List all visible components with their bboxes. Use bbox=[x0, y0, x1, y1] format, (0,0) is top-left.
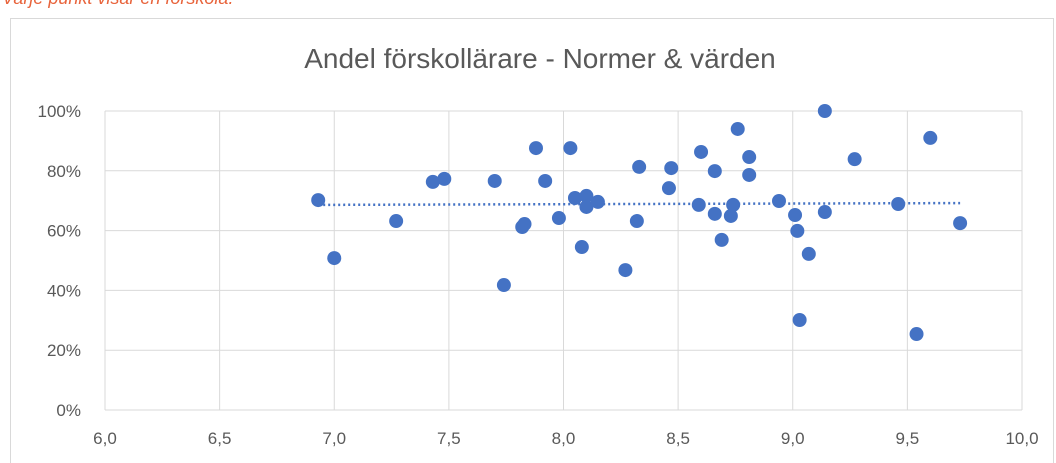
y-tick-label: 0% bbox=[56, 401, 81, 420]
point bbox=[517, 217, 532, 232]
chart-title: Andel förskollärare - Normer & värden bbox=[304, 43, 776, 74]
y-tick-label: 20% bbox=[47, 341, 81, 360]
y-tick-label: 40% bbox=[47, 281, 81, 300]
point bbox=[726, 197, 741, 212]
x-tick-label: 6,0 bbox=[93, 429, 117, 448]
point bbox=[590, 194, 605, 209]
point bbox=[425, 174, 440, 189]
x-tick-label: 7,0 bbox=[322, 429, 346, 448]
point bbox=[730, 121, 745, 136]
point bbox=[579, 199, 594, 214]
point bbox=[691, 197, 706, 212]
point bbox=[567, 191, 582, 206]
point bbox=[909, 327, 924, 342]
x-tick-label: 9,5 bbox=[896, 429, 920, 448]
x-tick-label: 10,0 bbox=[1005, 429, 1038, 448]
y-tick-label: 100% bbox=[38, 102, 81, 121]
point bbox=[817, 205, 832, 220]
point bbox=[629, 214, 644, 229]
point bbox=[788, 208, 803, 223]
point bbox=[723, 208, 738, 223]
x-tick-label: 9,0 bbox=[781, 429, 805, 448]
point bbox=[801, 246, 816, 261]
x-tick-label: 6,5 bbox=[208, 429, 232, 448]
point bbox=[953, 216, 968, 231]
point bbox=[574, 240, 589, 255]
point bbox=[742, 167, 757, 182]
point bbox=[664, 161, 679, 176]
point bbox=[579, 188, 594, 203]
point bbox=[790, 223, 805, 238]
point bbox=[661, 181, 676, 196]
x-tick-label: 7,5 bbox=[437, 429, 461, 448]
point bbox=[714, 232, 729, 247]
chart-border bbox=[10, 18, 1054, 463]
point bbox=[311, 193, 326, 208]
point bbox=[707, 206, 722, 221]
point bbox=[707, 164, 722, 179]
point bbox=[923, 130, 938, 145]
point bbox=[771, 193, 786, 208]
point bbox=[389, 214, 404, 229]
point bbox=[437, 171, 452, 186]
point bbox=[891, 196, 906, 211]
x-tick-label: 8,0 bbox=[552, 429, 576, 448]
note-text: Varje punkt visar en förskola. bbox=[2, 0, 233, 8]
point bbox=[487, 173, 502, 188]
trendline bbox=[318, 201, 961, 207]
point bbox=[563, 141, 578, 156]
y-tick-label: 60% bbox=[47, 222, 81, 241]
point bbox=[538, 173, 553, 188]
point bbox=[817, 104, 832, 118]
point bbox=[618, 263, 633, 278]
point bbox=[632, 159, 647, 174]
point bbox=[528, 141, 543, 156]
point bbox=[694, 144, 709, 159]
point bbox=[792, 313, 807, 328]
point bbox=[551, 211, 566, 226]
y-tick-label: 80% bbox=[47, 162, 81, 181]
point bbox=[847, 152, 862, 167]
point bbox=[496, 278, 511, 293]
point bbox=[327, 251, 342, 266]
point bbox=[742, 150, 757, 165]
x-tick-label: 8,5 bbox=[666, 429, 690, 448]
